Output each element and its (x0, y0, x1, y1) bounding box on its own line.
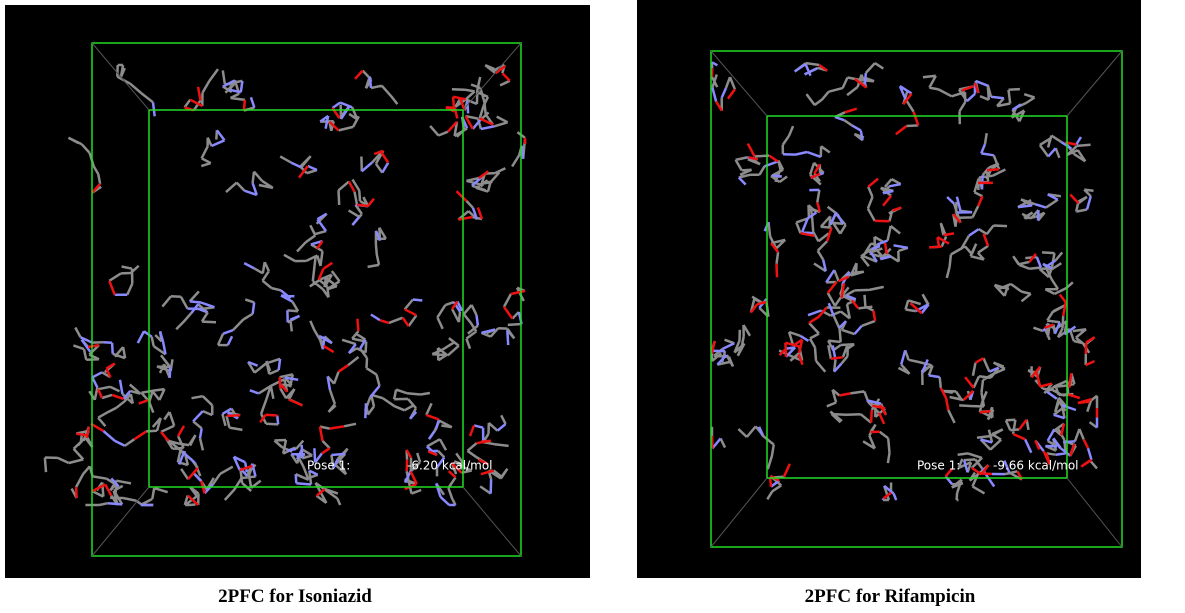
figure-caption: 2PFC for Isoniazid (120, 586, 470, 608)
molecule (712, 62, 1097, 500)
edge (1067, 51, 1122, 116)
pose-label: Pose 1: (917, 459, 960, 473)
binding-energy: -6.20 kcal/mol (407, 459, 493, 473)
edge (463, 43, 521, 110)
bonds (45, 65, 525, 505)
docking-view: Pose 1: -6.20 kcal/mol (5, 5, 590, 578)
page: Pose 1: -6.20 kcal/mol Pose 1: -9.66 kca… (0, 0, 1185, 613)
binding-energy: -9.66 kcal/mol (993, 459, 1079, 473)
edge (463, 487, 521, 556)
bonds (76, 66, 525, 505)
bonds (712, 65, 1097, 499)
edge (1067, 478, 1122, 547)
molecule-view: Pose 1: -9.66 kcal/mol (637, 0, 1141, 578)
molecule (45, 65, 525, 505)
docking-view: Pose 1: -9.66 kcal/mol (637, 0, 1141, 578)
edge (92, 43, 149, 110)
figure-caption: 2PFC for Rifampicin (715, 586, 1065, 608)
edge (711, 478, 767, 547)
pose-label: Pose 1: (307, 459, 350, 473)
molecule-view: Pose 1: -6.20 kcal/mol (5, 5, 590, 578)
